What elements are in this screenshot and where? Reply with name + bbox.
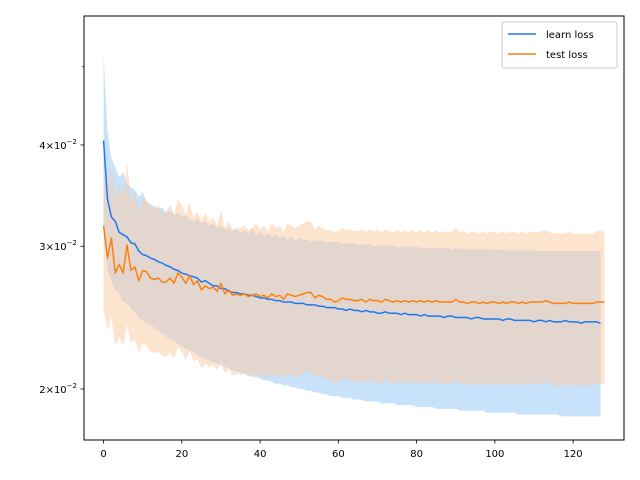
series-line-learn-loss	[102, 140, 601, 325]
y-axis: 2×10−2 3×10−2 4×10−2	[39, 66, 84, 396]
axes-frame	[83, 15, 625, 441]
y-tick-label: 2×10−2	[39, 382, 77, 396]
series-band-test-loss	[103, 143, 605, 386]
legend-label: test loss	[546, 50, 588, 61]
x-axis: 0 20 40 60 80 100 120	[100, 440, 583, 460]
x-tick-label: 0	[100, 449, 106, 460]
series-line-test-loss	[102, 225, 605, 305]
x-tick-label: 20	[175, 449, 188, 460]
legend-box	[501, 21, 618, 69]
x-tick-label: 120	[564, 449, 583, 460]
y-tick-label: 3×10−2	[39, 239, 77, 253]
legend-label: learn loss	[546, 30, 594, 41]
y-tick-label: 4×10−2	[39, 138, 77, 152]
x-tick-label: 80	[410, 449, 423, 460]
x-tick-label: 40	[254, 449, 267, 460]
confidence-bands	[103, 56, 605, 417]
series-lines	[102, 140, 605, 325]
x-tick-label: 60	[332, 449, 345, 460]
x-tick-label: 100	[485, 449, 504, 460]
legend: learn loss test loss	[501, 21, 618, 69]
